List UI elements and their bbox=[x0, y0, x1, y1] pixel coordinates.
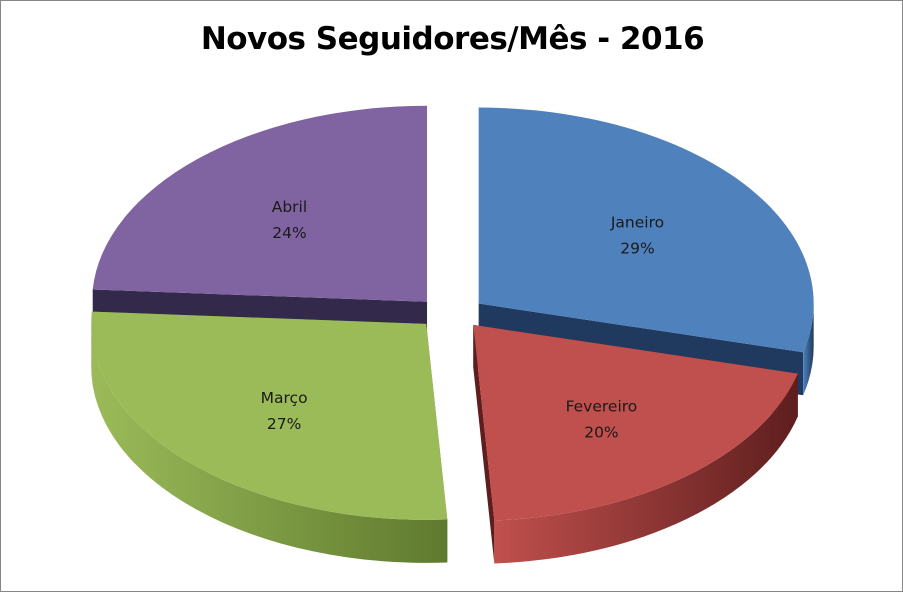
pie-slice-maro bbox=[91, 311, 448, 563]
data-label-maro-category: Março bbox=[261, 389, 308, 407]
data-label-fevereiro-category: Fevereiro bbox=[566, 397, 638, 415]
pie-slice-fevereiro bbox=[473, 324, 798, 564]
data-label-janeiro-percent: 29% bbox=[620, 239, 654, 257]
pie-slice-abril bbox=[92, 105, 428, 345]
data-label-fevereiro-percent: 20% bbox=[584, 423, 618, 441]
data-label-maro-percent: 27% bbox=[267, 415, 301, 433]
data-label-abril-category: Abril bbox=[272, 198, 307, 216]
chart-title: Novos Seguidores/Mês - 2016 bbox=[200, 21, 705, 57]
data-label-abril-percent: 24% bbox=[272, 224, 306, 242]
data-label-janeiro-category: Janeiro bbox=[610, 213, 664, 231]
